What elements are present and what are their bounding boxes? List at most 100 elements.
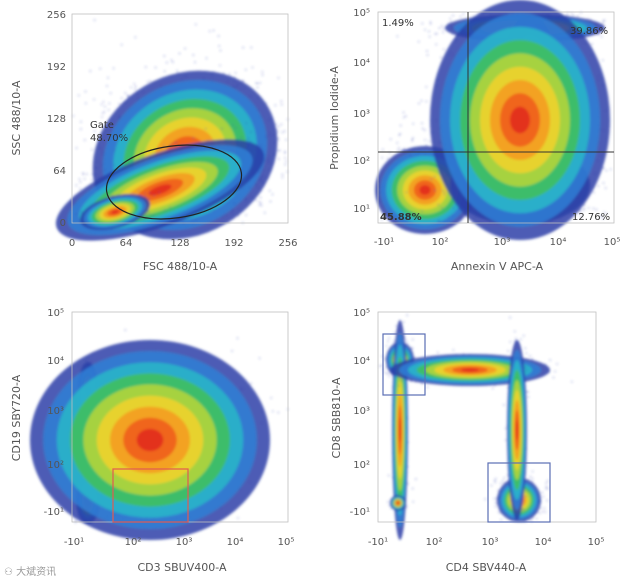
event-dot [192,54,194,56]
event-dot [437,203,439,206]
event-dot [145,196,147,198]
event-dot [285,139,287,141]
event-dot [268,169,271,171]
event-dot [261,74,264,76]
xtick-label: 0 [69,238,75,249]
event-dot [447,216,450,218]
event-dot [449,18,452,20]
event-dot [145,66,147,68]
event-dot [390,138,392,140]
event-dot [94,173,96,176]
event-dot [412,123,414,125]
event-dot [148,197,150,199]
event-dot [93,98,95,101]
event-dot [577,15,579,17]
event-dot [403,116,405,119]
event-dot [277,149,279,152]
event-dot [145,215,148,218]
event-dot [97,177,100,179]
event-dot [205,128,207,130]
event-dot [209,30,211,32]
event-dot [411,138,414,141]
event-dot [121,44,123,46]
event-dot [163,55,165,57]
event-dot [195,219,197,221]
x-axis-label: FSC 488/10-A [143,260,218,273]
ytick-label: 192 [47,62,66,73]
event-dot [170,59,173,61]
event-dot [114,149,116,152]
event-dot [258,170,260,173]
event-dot [256,86,259,89]
event-dot [112,67,115,70]
event-dot [260,202,262,204]
event-dot [411,140,413,142]
event-dot [284,157,286,159]
event-dot [102,112,104,115]
event-dot [269,190,271,192]
event-dot [154,66,157,69]
event-dot [219,49,222,52]
panel-fsc-ssc-yticks: 256 192 128 64 0 [47,10,66,229]
event-dot [101,103,103,106]
event-dot [462,13,465,15]
event-dot [149,192,151,194]
event-dot [428,140,430,143]
event-dot [149,80,151,82]
ytick-label: 64 [53,166,66,177]
event-dot [277,77,280,79]
event-dot [583,208,586,210]
event-dot [421,122,423,125]
event-dot [233,203,236,205]
event-dot [78,94,80,97]
event-dot [232,124,234,126]
event-dot [205,57,208,59]
event-dot [267,160,270,162]
event-dot [213,209,215,211]
event-dot [279,149,281,152]
event-dot [176,141,178,144]
event-dot [450,21,452,23]
event-dot [281,131,284,133]
event-dot [148,212,150,215]
event-dot [285,160,287,162]
event-dot [82,172,84,174]
event-dot [99,68,101,70]
event-dot [442,31,444,33]
event-dot [425,144,427,146]
event-dot [84,139,86,141]
event-dot [428,30,430,33]
event-dot [250,46,252,49]
panel-fsc-ssc-density [55,19,289,241]
event-dot [457,217,460,219]
event-dot [72,115,75,117]
event-dot [281,176,284,179]
event-dot [260,144,262,147]
event-dot [241,79,244,82]
event-dot [84,90,87,93]
ytick-label: 0 [60,218,66,229]
event-dot [271,193,274,195]
event-dot [158,191,160,194]
event-dot [276,130,279,132]
event-dot [110,92,112,94]
event-dot [442,28,445,30]
event-dot [218,45,220,47]
event-dot [405,115,407,117]
event-dot [118,103,121,105]
event-dot [245,214,247,216]
density-contour [419,185,431,195]
event-dot [257,179,260,181]
event-dot [441,25,443,27]
event-dot [255,199,257,201]
event-dot [274,142,276,144]
event-dot [270,134,272,136]
event-dot [266,136,268,139]
event-dot [284,151,286,153]
event-dot [104,169,106,172]
event-dot [421,22,423,25]
event-dot [106,85,108,87]
event-dot [219,64,221,67]
event-dot [260,180,262,182]
